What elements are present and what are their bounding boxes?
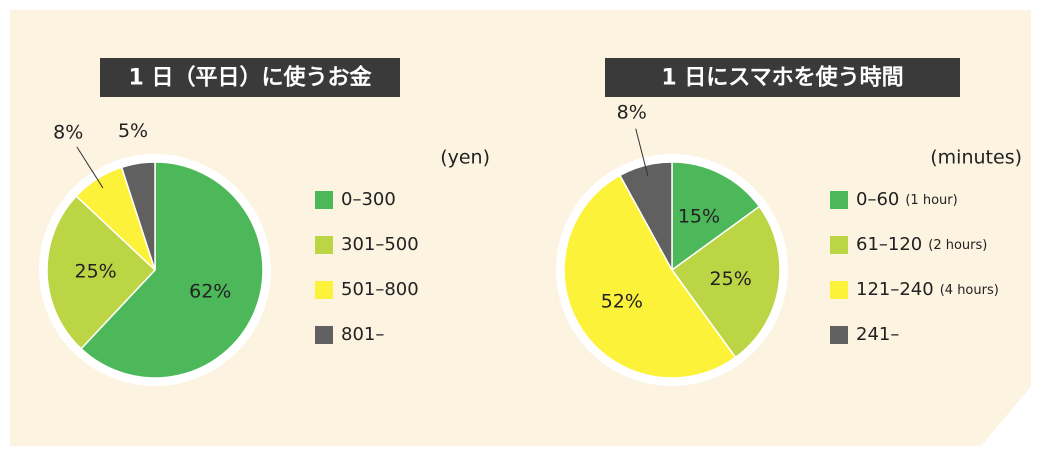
slice-label: 25% <box>75 260 117 282</box>
legend-swatch <box>830 236 848 254</box>
legend-category: 61–120 <box>856 234 922 255</box>
legend-note: (4 hours) <box>940 283 999 298</box>
legend-swatch <box>830 326 848 344</box>
legend-swatch <box>315 236 333 254</box>
slice-label: 5% <box>118 120 148 142</box>
pie-slice <box>80 161 264 379</box>
pie-slice <box>563 174 737 379</box>
legend-label: 0–300 <box>341 189 396 210</box>
chart-title: 1 日（平日）に使うお金 <box>129 65 373 91</box>
slice-label: 8% <box>53 122 83 144</box>
pie-slice <box>671 161 761 272</box>
legend-swatch <box>830 281 848 299</box>
corner-cut <box>981 386 1041 456</box>
chart-title: 1 日にスマホを使う時間 <box>661 66 903 91</box>
legend-note: (2 hours) <box>928 238 987 253</box>
slice-label: 62% <box>189 280 231 302</box>
legend-swatch <box>315 191 333 209</box>
legend-category: 121–240 <box>856 279 934 300</box>
slice-label: 15% <box>678 206 720 228</box>
legend-category: 501–800 <box>341 279 419 300</box>
legend-label: 61–120 (2 hours) <box>856 234 987 255</box>
legend-category: 301–500 <box>341 234 419 255</box>
legend-label: 241– <box>856 324 899 345</box>
leader-line <box>76 146 104 189</box>
legend-category: 0–60 <box>856 189 899 210</box>
legend-label: 801– <box>341 324 384 345</box>
pie-slice <box>670 205 781 359</box>
unit-label: (minutes) <box>930 147 1022 169</box>
legend-label: 121–240 (4 hours) <box>856 279 999 300</box>
legend-label: 301–500 <box>341 234 419 255</box>
legend-category: 241– <box>856 324 899 345</box>
slice-label: 52% <box>601 290 643 312</box>
pie-slice <box>46 195 157 350</box>
legend-note: (1 hour) <box>905 193 957 208</box>
legend-label: 0–60 (1 hour) <box>856 189 958 210</box>
legend-swatch <box>830 191 848 209</box>
slice-label: 8% <box>617 102 647 124</box>
title-box <box>605 58 960 97</box>
legend-category: 801– <box>341 324 384 345</box>
leader-line <box>635 128 649 176</box>
legend-category: 0–300 <box>341 189 396 210</box>
slice-label: 25% <box>710 268 752 290</box>
unit-label: (yen) <box>440 147 490 169</box>
legend-swatch <box>315 281 333 299</box>
legend-label: 501–800 <box>341 279 419 300</box>
pie-slice <box>120 161 156 271</box>
title-box <box>100 58 400 97</box>
legend-swatch <box>315 326 333 344</box>
